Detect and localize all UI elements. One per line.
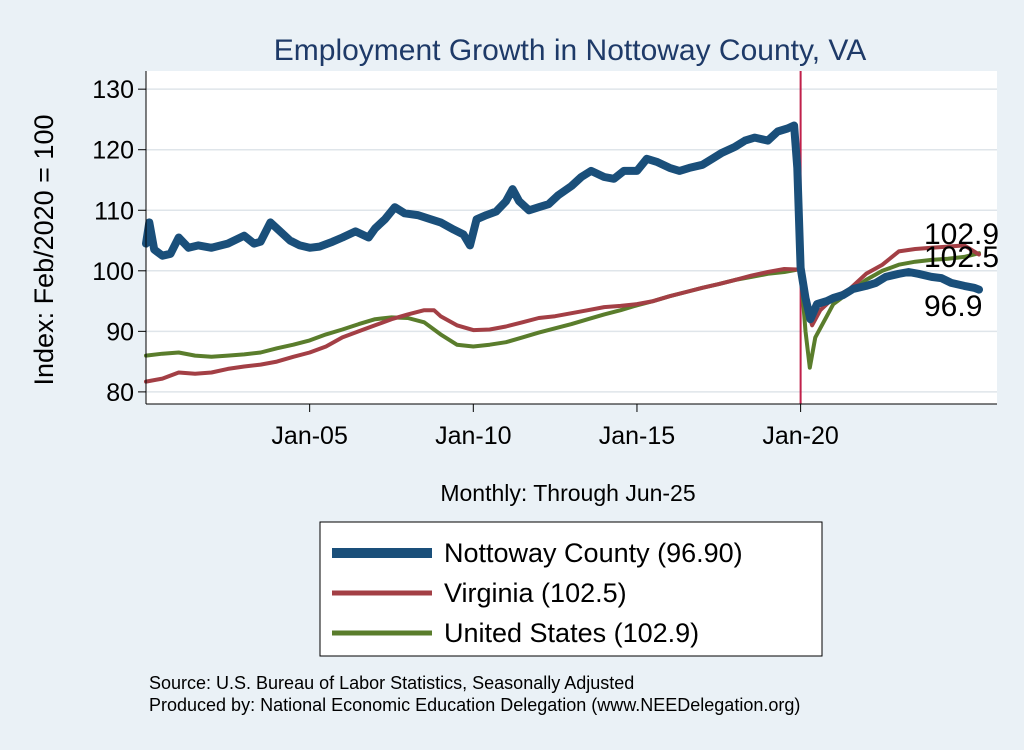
series-line-nottoway-county bbox=[142, 121, 983, 324]
x-axis-ticks: Jan-05 Jan-10 Jan-15 Jan-20 bbox=[271, 404, 839, 450]
x-tick-label: Jan-15 bbox=[599, 422, 675, 450]
y-axis-label: Index: Feb/2020 = 100 bbox=[29, 115, 59, 386]
plot-area bbox=[146, 71, 997, 404]
x-tick-label: Jan-20 bbox=[762, 422, 838, 450]
end-label-united-states: 102.5 bbox=[924, 241, 999, 274]
y-axis-ticks: 80 90 100 110 120 130 bbox=[92, 76, 146, 407]
legend-label-nottoway: Nottoway County (96.90) bbox=[444, 538, 743, 568]
y-tick-label: 120 bbox=[92, 137, 134, 165]
y-tick-label: 80 bbox=[106, 379, 134, 407]
y-tick-label: 100 bbox=[92, 258, 134, 286]
legend-label-united-states: United States (102.9) bbox=[444, 618, 699, 648]
x-tick-label: Jan-10 bbox=[435, 422, 511, 450]
end-label-nottoway-county: 96.9 bbox=[924, 290, 982, 323]
legend-label-virginia: Virginia (102.5) bbox=[444, 578, 627, 608]
end-label-virginia: 102.9 bbox=[924, 218, 999, 251]
x-axis-label: Monthly: Through Jun-25 bbox=[440, 480, 695, 506]
source-line: Source: U.S. Bureau of Labor Statistics,… bbox=[149, 673, 634, 693]
series-lines bbox=[142, 121, 983, 384]
y-tick-label: 90 bbox=[106, 318, 134, 346]
series-line-united-states bbox=[144, 251, 981, 370]
legend: Nottoway County (96.90) Virginia (102.5)… bbox=[319, 521, 823, 657]
y-tick-label: 130 bbox=[92, 76, 134, 104]
gridlines bbox=[146, 88, 997, 393]
produced-by-line: Produced by: National Economic Education… bbox=[149, 695, 800, 715]
x-tick-label: Jan-05 bbox=[271, 422, 347, 450]
chart-title: Employment Growth in Nottoway County, VA bbox=[274, 34, 866, 67]
y-tick-label: 110 bbox=[94, 197, 134, 225]
